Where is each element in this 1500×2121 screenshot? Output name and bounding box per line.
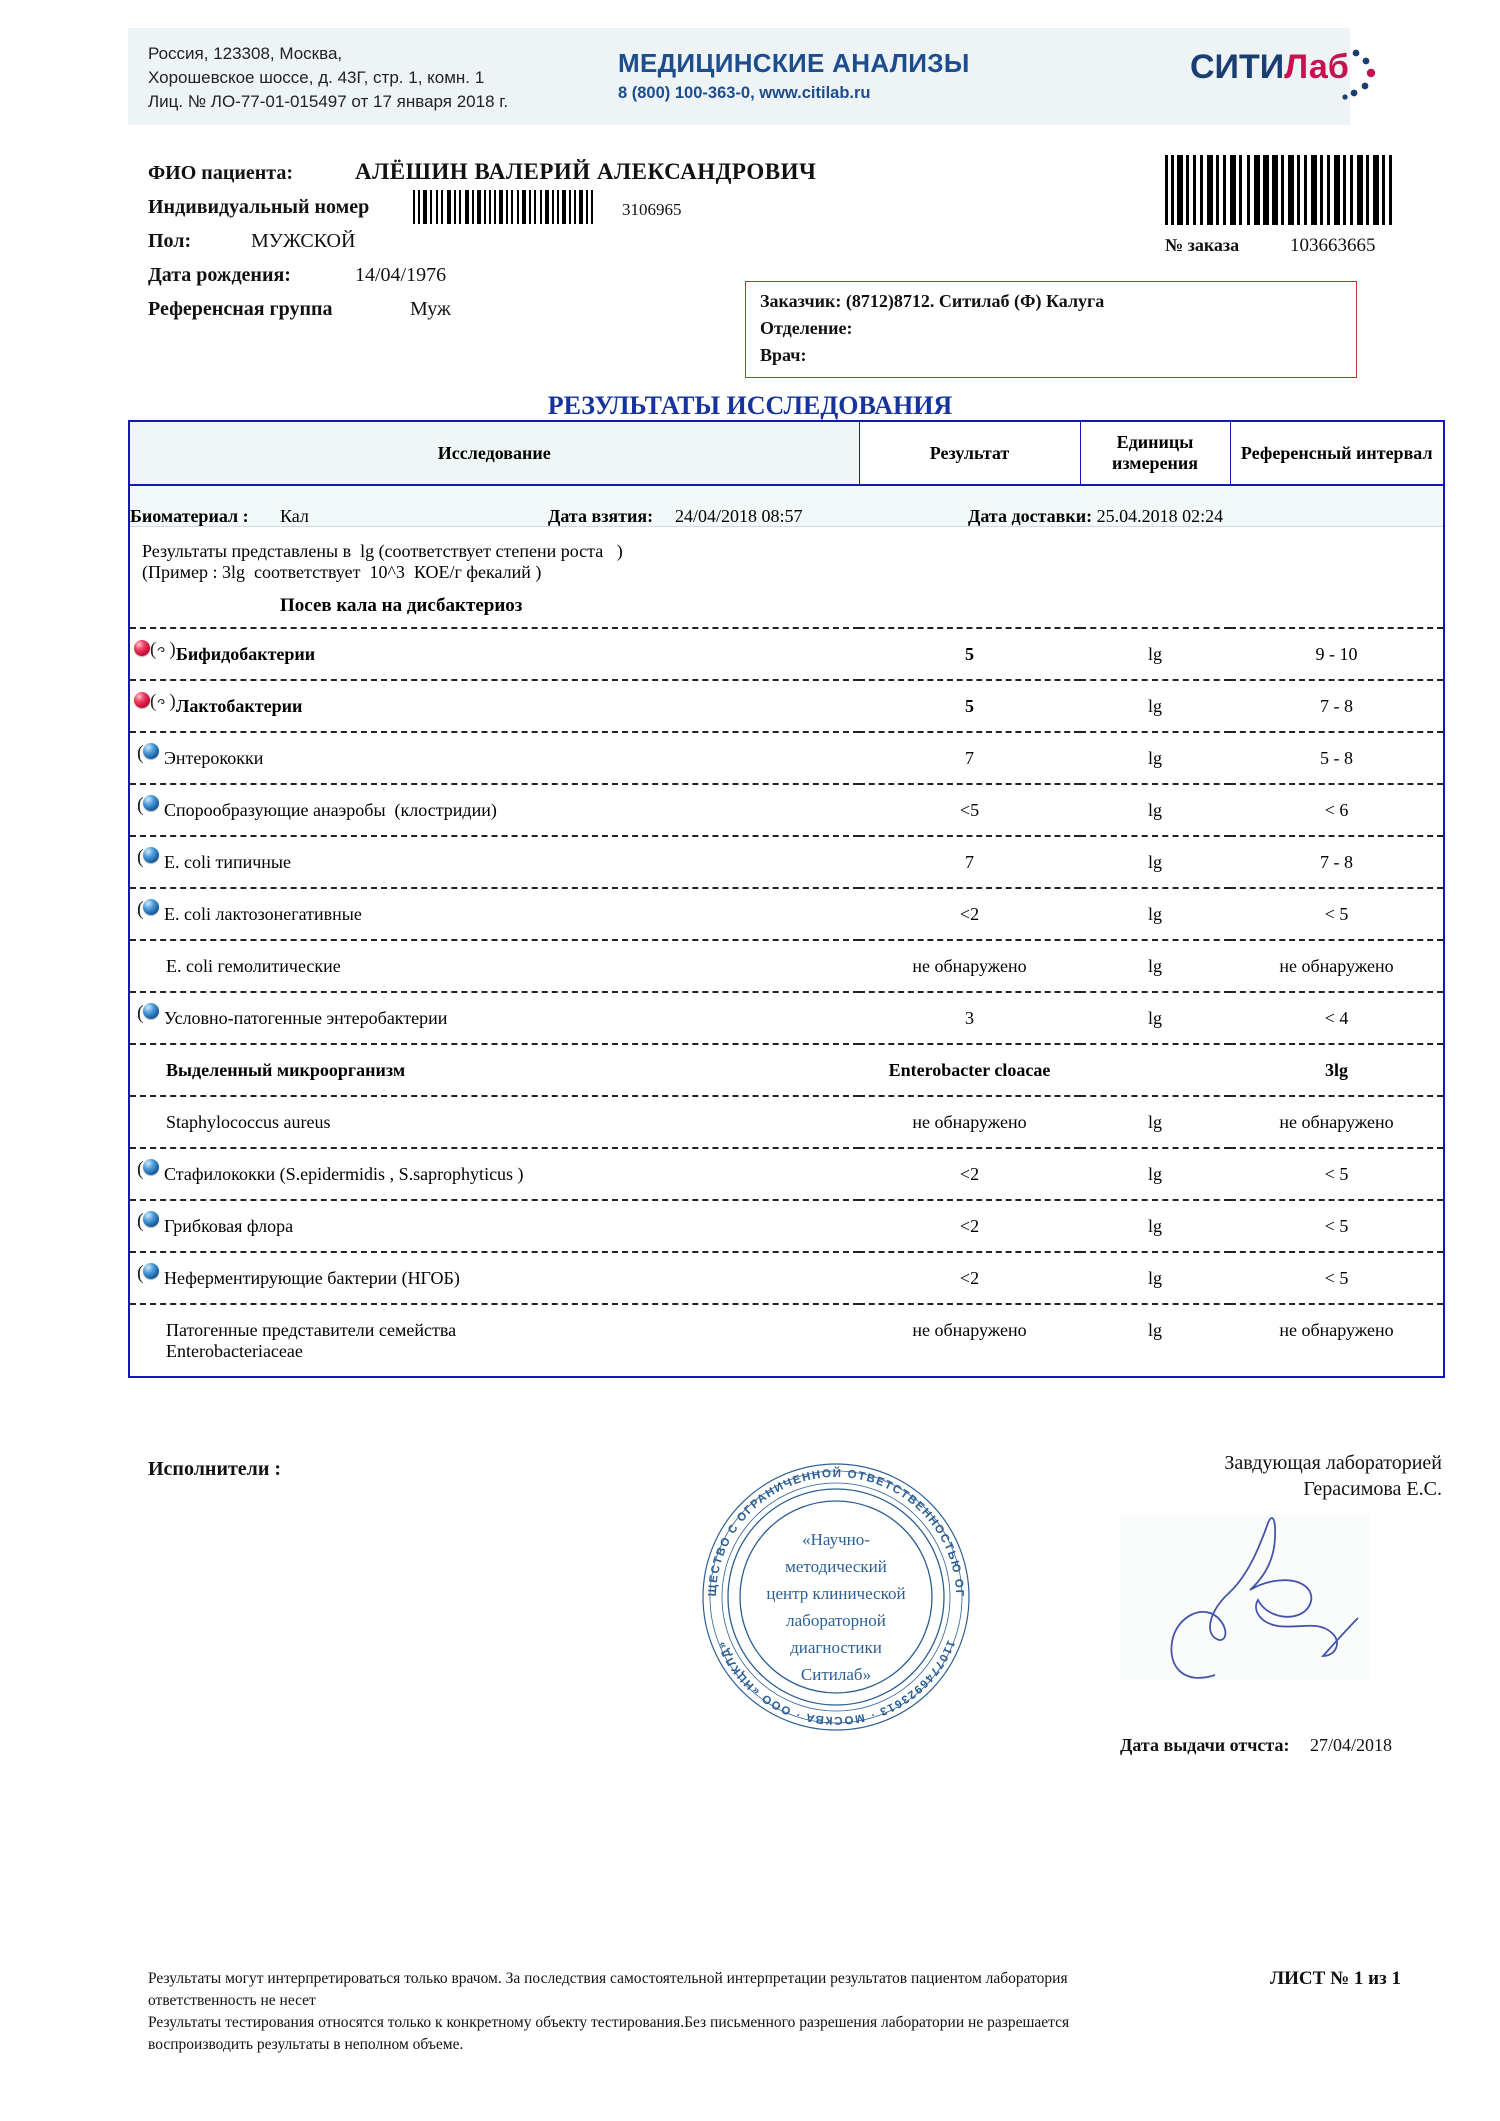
svg-text:диагностики: диагностики	[790, 1638, 882, 1657]
svg-text:центр клинической: центр клинической	[766, 1584, 905, 1603]
svg-text:«Научно-: «Научно-	[802, 1530, 870, 1549]
svg-text:методический: методический	[785, 1557, 887, 1576]
svg-text:Ситилаб»: Ситилаб»	[801, 1665, 871, 1684]
svg-text:лабораторной: лабораторной	[786, 1611, 886, 1630]
